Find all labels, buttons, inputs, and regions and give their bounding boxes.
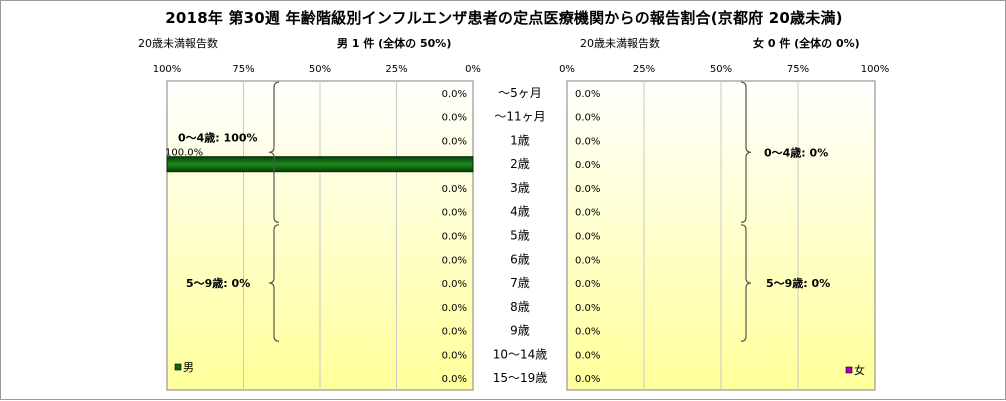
male-value-label: 0.0%: [442, 350, 467, 361]
male-value-label: 0.0%: [442, 303, 467, 314]
male-legend-label: 男: [183, 361, 194, 374]
right-count-label: 20歳未満報告数: [580, 37, 660, 50]
male-x-tick-label: 0%: [465, 64, 481, 75]
age-category-label: 8歳: [510, 300, 530, 314]
female-value-label: 0.0%: [575, 89, 600, 100]
chart-title: 2018年 第30週 年齢階級別インフルエンザ患者の定点医療機関からの報告割合(…: [165, 9, 843, 27]
male-value-label: 0.0%: [442, 327, 467, 338]
age-category-label: ～11ヶ月: [494, 110, 545, 124]
age-category-label: 3歳: [510, 181, 530, 195]
female-value-label: 0.0%: [575, 279, 600, 290]
female-summary: 女 0 件 (全体の 0%): [753, 37, 860, 50]
male-value-label: 0.0%: [442, 208, 467, 219]
male-value-label: 0.0%: [442, 255, 467, 266]
age-category-label: 15～19歳: [493, 371, 548, 385]
male-value-label: 0.0%: [442, 136, 467, 147]
male-summary: 男 1 件 (全体の 50%): [337, 37, 452, 50]
male-value-label: 100.0%: [165, 148, 203, 159]
male-value-label: 0.0%: [442, 113, 467, 124]
male-age-group-label: 0～4歳: 100%: [178, 130, 258, 144]
age-category-label: 6歳: [510, 252, 530, 266]
age-category-label: 7歳: [510, 276, 530, 290]
female-x-tick-label: 100%: [861, 64, 890, 75]
female-value-label: 0.0%: [575, 255, 600, 266]
age-category-label: 4歳: [510, 205, 530, 219]
female-legend-swatch: [845, 366, 853, 374]
female-x-tick-label: 0%: [559, 64, 575, 75]
female-value-label: 0.0%: [575, 303, 600, 314]
left-count-label: 20歳未満報告数: [138, 37, 218, 50]
male-x-tick-label: 100%: [153, 64, 182, 75]
female-value-label: 0.0%: [575, 327, 600, 338]
male-x-tick-label: 75%: [232, 64, 254, 75]
female-value-label: 0.0%: [575, 160, 600, 171]
female-age-group-label: 0～4歳: 0%: [764, 145, 828, 159]
female-value-label: 0.0%: [575, 208, 600, 219]
male-age-group-brace: [268, 224, 280, 342]
female-x-tick-label: 75%: [787, 64, 809, 75]
female-value-label: 0.0%: [575, 184, 600, 195]
female-legend-label: 女: [854, 363, 865, 377]
age-category-label: 9歳: [510, 324, 530, 338]
female-age-group-brace: [740, 81, 752, 224]
female-value-label: 0.0%: [575, 350, 600, 361]
female-x-tick-label: 50%: [710, 64, 732, 75]
male-bar: [166, 156, 474, 173]
female-value-label: 0.0%: [575, 232, 600, 243]
female-age-group-brace: [740, 224, 752, 342]
male-value-label: 0.0%: [442, 374, 467, 385]
age-category-label: 10～14歳: [493, 347, 548, 361]
female-value-label: 0.0%: [575, 374, 600, 385]
male-value-label: 0.0%: [442, 232, 467, 243]
female-age-group-label: 5～9歳: 0%: [766, 276, 830, 290]
male-age-group-brace: [268, 81, 280, 224]
male-age-group-label: 5～9歳: 0%: [186, 276, 250, 290]
age-category-label: 2歳: [510, 157, 530, 171]
age-category-label: 5歳: [510, 229, 530, 243]
male-x-tick-label: 25%: [385, 64, 407, 75]
female-x-tick-label: 25%: [633, 64, 655, 75]
male-value-label: 0.0%: [442, 184, 467, 195]
female-value-label: 0.0%: [575, 136, 600, 147]
male-x-tick-label: 50%: [309, 64, 331, 75]
age-category-label: ～5ヶ月: [498, 86, 542, 100]
male-value-label: 0.0%: [442, 279, 467, 290]
age-category-label: 1歳: [510, 133, 530, 147]
female-value-label: 0.0%: [575, 113, 600, 124]
male-legend-swatch: [174, 363, 182, 371]
male-value-label: 0.0%: [442, 89, 467, 100]
